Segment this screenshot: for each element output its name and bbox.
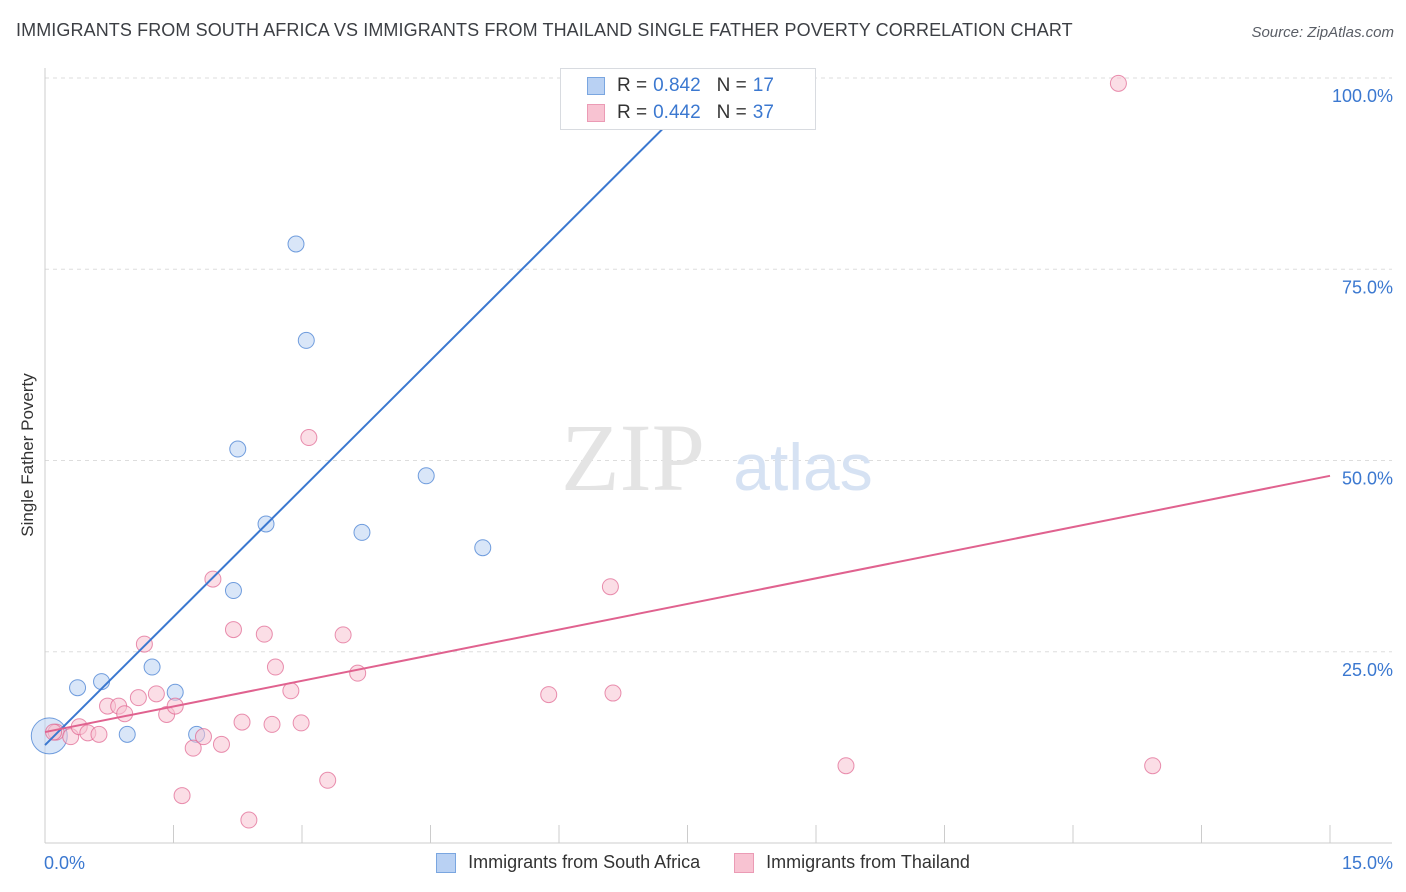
point-south-africa xyxy=(229,440,247,458)
point-south-africa xyxy=(93,673,111,691)
point-thailand xyxy=(204,570,222,588)
data-points xyxy=(30,74,1162,829)
y-tick-label: 50.0% xyxy=(1342,469,1393,489)
point-thailand xyxy=(184,739,202,757)
legend-series-name: Immigrants from South Africa xyxy=(468,852,701,872)
point-south-africa xyxy=(118,725,136,743)
y-tick-label: 25.0% xyxy=(1342,660,1393,680)
legend-n-label: N = xyxy=(716,75,747,96)
point-thailand xyxy=(116,705,134,723)
point-south-africa xyxy=(353,523,371,541)
trend-line-thailand xyxy=(44,474,1331,734)
x-tick-label: 0.0% xyxy=(44,853,85,873)
tick-labels: 25.0% 50.0% 75.0% 100.0% 0.0% 15.0% xyxy=(44,86,1393,873)
legend-r-value: 0.842 xyxy=(653,75,701,96)
point-thailand xyxy=(540,686,558,704)
chart-title: IMMIGRANTS FROM SOUTH AFRICA VS IMMIGRAN… xyxy=(16,20,1073,40)
point-thailand xyxy=(319,771,337,789)
point-thailand xyxy=(240,811,258,829)
point-thailand xyxy=(292,714,310,732)
point-thailand xyxy=(224,621,242,639)
point-thailand xyxy=(194,728,212,746)
x-tick-label: 15.0% xyxy=(1342,853,1393,873)
point-thailand xyxy=(255,625,273,643)
point-thailand xyxy=(266,658,284,676)
point-thailand xyxy=(349,664,367,682)
legend-series-name: Immigrants from Thailand xyxy=(766,852,970,872)
point-south-africa xyxy=(287,235,305,253)
point-south-africa xyxy=(143,658,161,676)
legend-row-thailand: R = 0.442 N = 37 xyxy=(587,100,774,126)
legend-n-label: N = xyxy=(716,102,747,123)
legend-r-label: R = xyxy=(617,75,648,96)
series-legend: Immigrants from South Africa Immigrants … xyxy=(0,852,1406,873)
legend-r-value: 0.442 xyxy=(653,102,701,123)
point-thailand xyxy=(233,713,251,731)
point-thailand xyxy=(90,725,108,743)
legend-swatch-blue xyxy=(436,852,457,873)
point-thailand xyxy=(147,685,165,703)
point-thailand xyxy=(135,635,153,653)
point-thailand xyxy=(601,578,619,596)
point-south-africa xyxy=(474,539,492,557)
axes xyxy=(44,68,1392,844)
legend-r-label: R = xyxy=(617,102,648,123)
point-thailand xyxy=(837,757,855,775)
trend-line-south-africa xyxy=(44,73,719,746)
trend-lines xyxy=(44,73,1331,746)
point-south-africa xyxy=(417,467,435,485)
correlation-legend: R = 0.842 N = 17 R = 0.442 N = 37 xyxy=(560,68,816,130)
point-thailand xyxy=(604,684,622,702)
point-south-africa xyxy=(69,679,87,697)
legend-swatch-pink xyxy=(587,104,605,122)
legend-item-south-africa: Immigrants from South Africa xyxy=(436,852,700,873)
point-thailand xyxy=(334,626,352,644)
legend-n-value: 37 xyxy=(752,102,774,123)
legend-n-value: 17 xyxy=(752,75,774,96)
y-tick-label: 75.0% xyxy=(1342,277,1393,297)
legend-swatch-blue xyxy=(587,77,605,95)
point-thailand xyxy=(300,429,318,447)
point-thailand xyxy=(129,689,147,707)
point-thailand xyxy=(212,735,230,753)
point-thailand xyxy=(1109,74,1127,92)
y-tick-label: 100.0% xyxy=(1332,86,1393,106)
legend-item-thailand: Immigrants from Thailand xyxy=(734,852,970,873)
point-thailand xyxy=(173,787,191,805)
point-thailand xyxy=(263,715,281,733)
point-thailand xyxy=(1144,757,1162,775)
legend-row-south-africa: R = 0.842 N = 17 xyxy=(587,73,774,99)
watermark: ZIP atlas xyxy=(561,404,873,511)
grid-lines xyxy=(45,77,1392,653)
source-label: Source: ZipAtlas.com xyxy=(1251,24,1394,41)
point-south-africa xyxy=(297,331,315,349)
point-south-africa xyxy=(224,582,242,600)
watermark-zip: ZIP xyxy=(561,404,705,511)
legend-swatch-pink xyxy=(734,852,755,873)
watermark-atlas: atlas xyxy=(733,430,872,504)
y-axis-label: Single Father Poverty xyxy=(18,373,37,537)
